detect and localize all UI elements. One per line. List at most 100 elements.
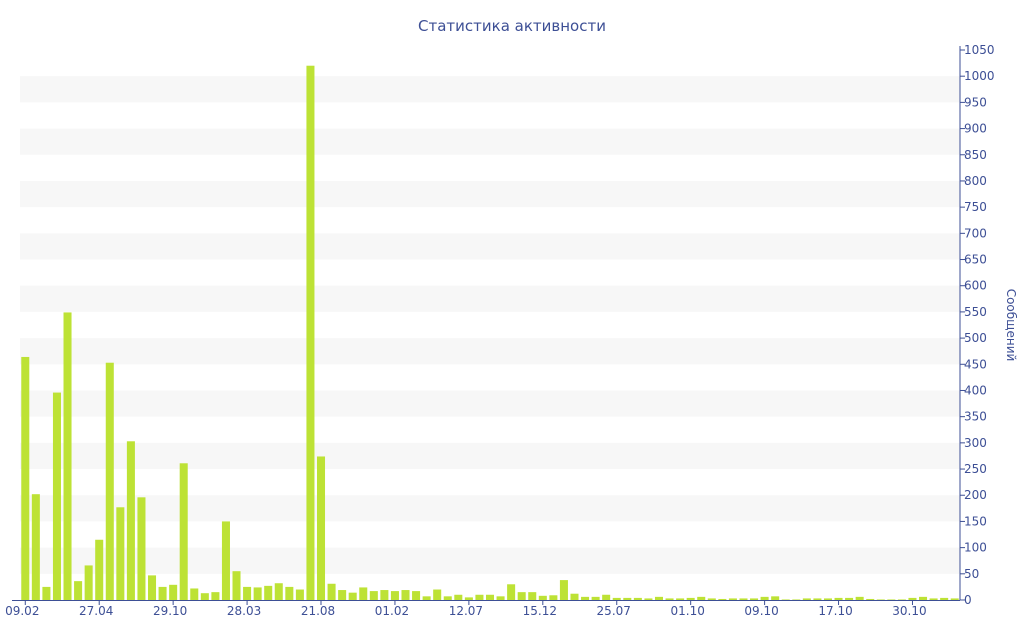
x-tick-label: 09.10	[744, 604, 778, 618]
bar	[380, 590, 389, 600]
bar	[644, 598, 653, 600]
x-tick-label: 30.10	[892, 604, 926, 618]
y-tick-label: 600	[964, 279, 987, 293]
bar	[42, 586, 51, 600]
bar	[718, 598, 727, 600]
x-axis: 09.02 27.04 29.10 28.03 21.08 01.02 12.07 15.12…	[5, 600, 960, 618]
bar	[950, 598, 959, 600]
bar	[443, 596, 452, 600]
bar	[665, 598, 674, 600]
x-tick-label: 27.04	[79, 604, 113, 618]
bar	[116, 507, 125, 600]
bar	[422, 596, 431, 600]
bar	[866, 598, 875, 600]
bar	[919, 596, 928, 600]
bar	[686, 597, 695, 600]
y-tick-label: 1000	[964, 69, 995, 83]
bar	[369, 591, 378, 600]
bar	[887, 599, 896, 600]
bar	[823, 598, 832, 600]
x-tick-label: 09.02	[5, 604, 39, 618]
y-axis: 0 50 100 150 200 250 300 350 400 450 500 550 600 650 7…	[959, 43, 995, 607]
bar	[253, 587, 262, 600]
bar	[802, 598, 811, 600]
bar	[676, 598, 685, 600]
y-tick-label: 750	[964, 200, 987, 214]
bar	[31, 494, 40, 600]
bar	[908, 597, 917, 600]
grid-band	[20, 547, 960, 574]
bar	[897, 599, 906, 600]
bars	[21, 65, 959, 600]
y-tick-label: 550	[964, 305, 987, 319]
bar	[538, 595, 547, 600]
bar	[940, 597, 949, 600]
bar	[654, 596, 664, 600]
bar	[412, 591, 421, 600]
bar	[792, 599, 801, 600]
bar	[306, 65, 315, 600]
bar	[348, 592, 357, 600]
x-tick-label: 01.02	[375, 604, 409, 618]
y-tick-label: 150	[964, 514, 987, 528]
grid-band	[20, 390, 960, 417]
bar	[137, 497, 146, 600]
bar	[454, 594, 463, 600]
y-tick-label: 200	[964, 488, 987, 502]
bar	[433, 589, 442, 600]
bar	[211, 592, 220, 600]
bar	[359, 587, 368, 600]
y-tick-label: 250	[964, 462, 987, 476]
y-tick-label: 100	[964, 541, 987, 555]
bar	[63, 312, 72, 600]
bar	[295, 589, 304, 600]
y-tick-label: 0	[964, 593, 972, 607]
grid-band	[20, 285, 960, 312]
bar	[232, 571, 241, 600]
bar	[612, 597, 621, 600]
y-tick-label: 650	[964, 253, 987, 267]
grid-band	[20, 76, 960, 103]
bar	[190, 588, 199, 600]
x-tick-label: 25.07	[597, 604, 631, 618]
bar	[528, 592, 537, 600]
bar	[517, 592, 526, 600]
y-tick-label: 800	[964, 174, 987, 188]
grid-band	[20, 233, 960, 260]
y-tick-label: 400	[964, 383, 987, 397]
bar	[390, 591, 399, 600]
x-tick-label: 21.08	[301, 604, 335, 618]
y-tick-label: 1050	[964, 43, 995, 57]
bar	[84, 565, 93, 600]
y-tick-label: 50	[964, 567, 979, 581]
grid-band	[20, 338, 960, 365]
bar	[169, 584, 178, 600]
bar	[158, 586, 167, 600]
bar	[264, 585, 273, 600]
bar	[633, 597, 642, 600]
bar	[21, 356, 30, 600]
bar	[845, 597, 854, 600]
bar	[876, 599, 885, 600]
chart-title: Статистика активности	[418, 17, 606, 35]
bar	[221, 521, 230, 600]
grid-band	[20, 180, 960, 208]
bar	[855, 596, 864, 600]
bar	[243, 586, 252, 600]
bar	[623, 597, 632, 600]
bar	[697, 596, 706, 600]
grid-bands	[20, 76, 960, 574]
bar	[781, 599, 790, 600]
bar	[148, 575, 157, 600]
bar	[95, 539, 104, 600]
x-tick-label: 17.10	[818, 604, 852, 618]
bar	[581, 596, 590, 600]
bar	[549, 595, 558, 600]
bar	[559, 580, 568, 600]
bar	[813, 598, 822, 600]
bar	[52, 392, 61, 600]
bar	[485, 594, 495, 600]
bar	[126, 441, 135, 600]
bar	[338, 590, 347, 600]
